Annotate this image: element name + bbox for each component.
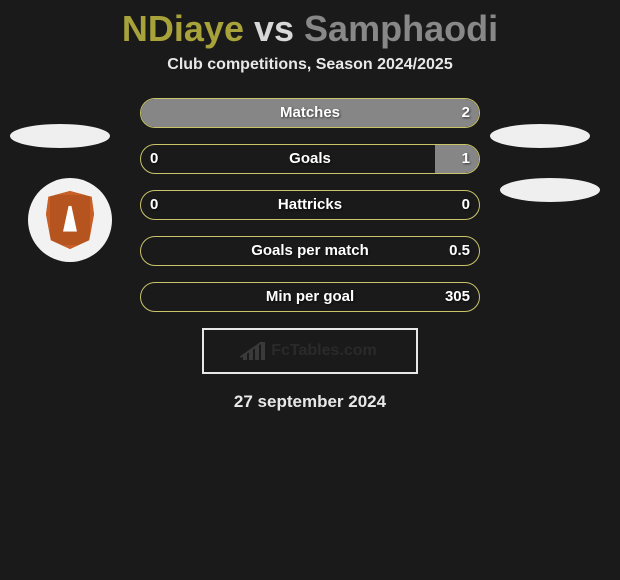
stat-row: 0.5Goals per match [0, 236, 620, 266]
stat-label: Matches [140, 98, 480, 128]
player1-name: NDiaye [122, 8, 244, 49]
comparison-title: NDiaye vs Samphaodi [0, 0, 620, 56]
vs-text: vs [254, 8, 294, 49]
subtitle: Club competitions, Season 2024/2025 [0, 56, 620, 74]
logo-text: FcTables.com [271, 342, 377, 360]
stat-row: 00Hattricks [0, 190, 620, 220]
stat-label: Min per goal [140, 282, 480, 312]
stat-row: 2Matches [0, 98, 620, 128]
chart-icon [243, 342, 265, 360]
stat-label: Hattricks [140, 190, 480, 220]
stat-row: 305Min per goal [0, 282, 620, 312]
date-text: 27 september 2024 [0, 392, 620, 412]
player2-name: Samphaodi [304, 8, 498, 49]
stat-row: 01Goals [0, 144, 620, 174]
source-logo: FcTables.com [202, 328, 418, 374]
stat-label: Goals [140, 144, 480, 174]
stat-rows: 2Matches 01Goals 00Hattricks 0.5Goals per m… [0, 98, 620, 312]
stat-label: Goals per match [140, 236, 480, 266]
